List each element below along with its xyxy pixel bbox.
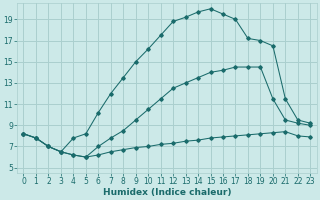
X-axis label: Humidex (Indice chaleur): Humidex (Indice chaleur) [103, 188, 231, 197]
